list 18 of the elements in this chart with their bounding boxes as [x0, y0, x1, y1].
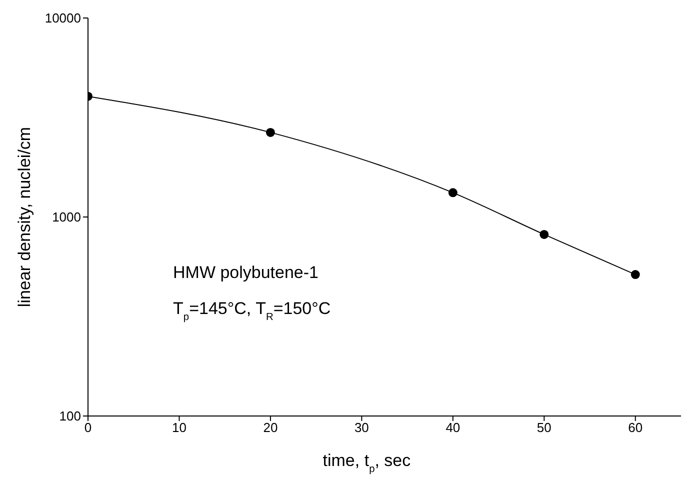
x-tick-label: 40 — [446, 420, 460, 436]
annotation: T$_{p}$=145°C, T$_{R}$=150°C — [173, 299, 331, 322]
x-tick-label: 20 — [263, 420, 278, 436]
y-axis-title: linear density, nuclei/cm — [15, 126, 34, 308]
y-tick-label: 1000 — [52, 210, 81, 225]
point — [266, 128, 275, 137]
x-tick-label: 0 — [84, 420, 92, 436]
x-tick-label: 60 — [628, 420, 643, 436]
x-tick-label: 50 — [536, 420, 552, 436]
point — [448, 188, 458, 198]
point — [630, 270, 640, 280]
annotation: HMW polybutene-1 — [173, 263, 319, 282]
x-axis-title: time, t$_{p}$, sec — [322, 451, 412, 474]
point — [540, 230, 549, 239]
x-tick-label: 30 — [354, 420, 369, 436]
x-tick-label: 10 — [172, 420, 186, 436]
y-tick-label: 100 — [59, 408, 81, 424]
y-tick-label: 10000 — [44, 10, 81, 26]
